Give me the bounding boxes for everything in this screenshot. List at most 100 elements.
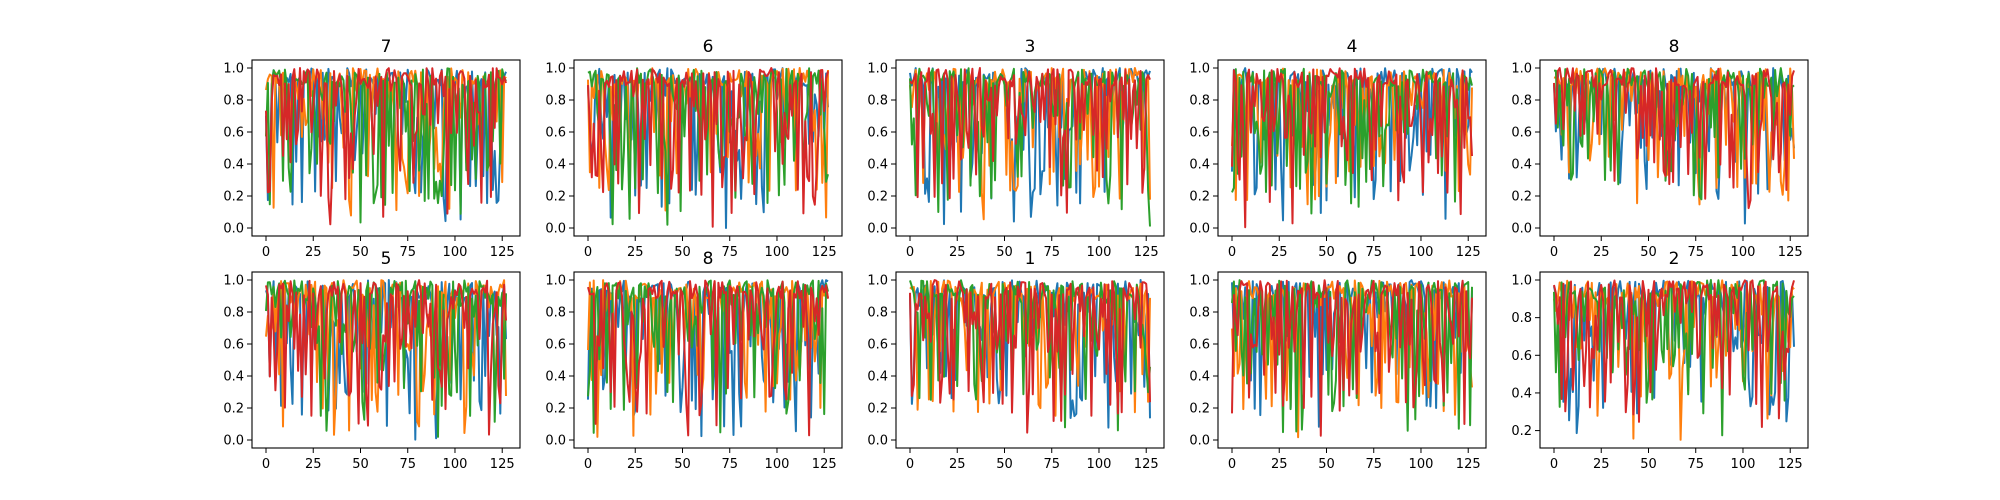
y-tick-label: 0.6 — [867, 126, 888, 141]
subplot-6: 8 0 25 50 75 100 125 0.0 0.2 0.4 0.6 0.8 1.0 — [545, 249, 843, 472]
y-tick-label: 0.8 — [867, 94, 888, 109]
x-tick-label: 100 — [765, 457, 790, 472]
subplot-7: 1 0 25 50 75 100 125 0.0 0.2 0.4 0.6 0.8 1.0 — [867, 249, 1165, 472]
y-tick-label: 0.0 — [545, 222, 566, 237]
x-tick-label: 50 — [1318, 457, 1335, 472]
y-tick-label: 0.0 — [1511, 222, 1532, 237]
x-tick-label: 125 — [1778, 245, 1803, 260]
x-tick-label: 0 — [1228, 245, 1236, 260]
y-tick-label: 0.6 — [223, 126, 244, 141]
x-tick-label: 50 — [674, 457, 691, 472]
y-tick-label: 0.0 — [867, 434, 888, 449]
series-line-3 — [265, 67, 507, 224]
subplot-title: 2 — [1669, 249, 1680, 269]
y-tick-label: 0.4 — [223, 158, 244, 173]
y-tick-label: 0.8 — [1511, 311, 1532, 326]
series-line-4 — [1231, 67, 1473, 229]
x-tick-label: 50 — [352, 457, 369, 472]
series-group — [587, 67, 829, 229]
y-tick-label: 0.4 — [1189, 158, 1210, 173]
y-tick-label: 1.0 — [1511, 62, 1532, 77]
subplot-title: 1 — [1025, 249, 1036, 269]
subplot-8: 0 0 25 50 75 100 125 0.0 0.2 0.4 0.6 0.8 1.0 — [1189, 249, 1487, 472]
series-line-4 — [1231, 279, 1473, 437]
x-tick-label: 50 — [352, 245, 369, 260]
y-tick-label: 0.4 — [1189, 370, 1210, 385]
y-tick-label: 0.6 — [1189, 338, 1210, 353]
y-tick-label: 0.6 — [223, 338, 244, 353]
x-tick-label: 100 — [1731, 245, 1756, 260]
series-group — [909, 279, 1151, 434]
y-tick-label: 0.2 — [1189, 402, 1210, 417]
x-tick-label: 75 — [1365, 245, 1382, 260]
subplot-1: 6 0 25 50 75 100 125 0.0 0.2 0.4 0.6 0.8 1.0 — [545, 37, 843, 260]
y-tick-label: 0.2 — [545, 402, 566, 417]
x-tick-label: 75 — [721, 245, 738, 260]
x-tick-label: 0 — [584, 245, 592, 260]
series-group — [265, 279, 507, 441]
y-tick-label: 0.2 — [223, 190, 244, 205]
x-tick-label: 50 — [1318, 245, 1335, 260]
y-tick-label: 0.4 — [867, 158, 888, 173]
x-tick-label: 125 — [812, 457, 837, 472]
series-line-4 — [909, 279, 1151, 434]
subplot-title: 8 — [703, 249, 714, 269]
y-tick-label: 0.2 — [1511, 190, 1532, 205]
x-tick-label: 125 — [1134, 245, 1159, 260]
y-tick-label: 0.2 — [545, 190, 566, 205]
y-tick-label: 0.4 — [1511, 386, 1532, 401]
y-tick-label: 0.2 — [1189, 190, 1210, 205]
subplot-2: 3 0 25 50 75 100 125 0.0 0.2 0.4 0.6 0.8 1.0 — [867, 37, 1165, 260]
x-tick-label: 25 — [1593, 245, 1610, 260]
series-group — [265, 67, 507, 226]
x-tick-label: 25 — [627, 245, 644, 260]
x-tick-label: 0 — [262, 245, 270, 260]
y-tick-label: 0.8 — [1189, 94, 1210, 109]
series-group — [587, 279, 829, 438]
subplot-9: 2 0 25 50 75 100 125 0.2 0.4 0.6 0.8 1.0 — [1511, 249, 1809, 472]
x-tick-label: 75 — [721, 457, 738, 472]
series-group — [1231, 67, 1473, 229]
y-tick-label: 1.0 — [1189, 274, 1210, 289]
y-tick-label: 1.0 — [1511, 274, 1532, 289]
x-tick-label: 125 — [490, 457, 515, 472]
y-tick-label: 0.2 — [867, 402, 888, 417]
subplot-title: 3 — [1025, 37, 1036, 57]
subplot-3: 4 0 25 50 75 100 125 0.0 0.2 0.4 0.6 0.8 1.0 — [1189, 37, 1487, 260]
x-tick-label: 25 — [949, 245, 966, 260]
x-tick-label: 0 — [906, 457, 914, 472]
y-tick-label: 0.8 — [223, 306, 244, 321]
subplot-title: 0 — [1347, 249, 1358, 269]
y-tick-label: 0.2 — [867, 190, 888, 205]
y-tick-label: 0.2 — [223, 402, 244, 417]
series-group — [1553, 67, 1795, 225]
y-tick-label: 0.0 — [223, 434, 244, 449]
axes-frame — [1217, 271, 1487, 449]
x-tick-label: 125 — [1456, 245, 1481, 260]
x-tick-label: 50 — [1640, 245, 1657, 260]
y-tick-label: 1.0 — [545, 62, 566, 77]
x-tick-label: 75 — [1043, 457, 1060, 472]
x-tick-label: 125 — [812, 245, 837, 260]
x-tick-label: 0 — [262, 457, 270, 472]
x-tick-label: 75 — [1365, 457, 1382, 472]
y-tick-label: 0.8 — [867, 306, 888, 321]
axes-frame — [251, 59, 521, 237]
y-tick-label: 1.0 — [1189, 62, 1210, 77]
y-tick-label: 0.6 — [1189, 126, 1210, 141]
series-line-4 — [265, 67, 507, 226]
y-tick-label: 0.0 — [867, 222, 888, 237]
axes-frame — [895, 271, 1165, 449]
y-tick-label: 0.6 — [1511, 126, 1532, 141]
x-tick-label: 125 — [1456, 457, 1481, 472]
y-tick-label: 0.0 — [1189, 222, 1210, 237]
y-tick-label: 1.0 — [223, 62, 244, 77]
x-tick-label: 50 — [996, 457, 1013, 472]
series-line-4 — [1553, 67, 1795, 210]
y-tick-label: 0.6 — [1511, 349, 1532, 364]
y-tick-label: 0.8 — [223, 94, 244, 109]
axes-frame — [895, 59, 1165, 237]
axes-frame — [573, 59, 843, 237]
series-line-4 — [587, 279, 829, 437]
